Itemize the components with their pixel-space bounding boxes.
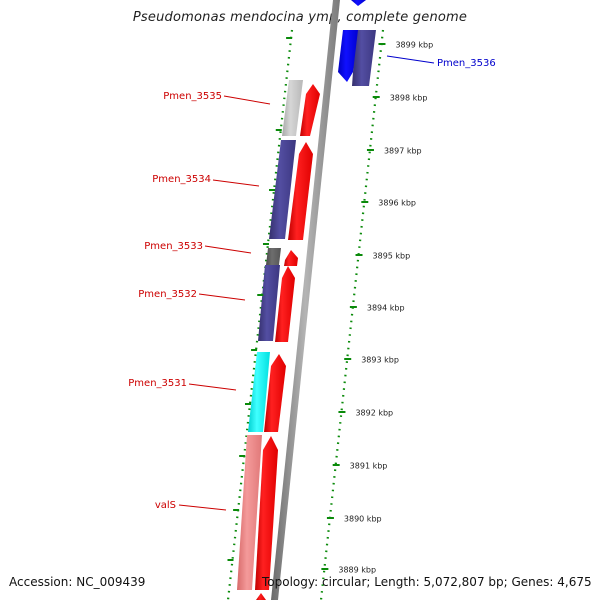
scale-label: 3889 kbp bbox=[338, 566, 376, 575]
gene-label-leader bbox=[223, 95, 271, 105]
gene-label-leader bbox=[178, 504, 227, 511]
gene-label[interactable]: Pmen_3536 bbox=[437, 58, 496, 69]
scale-label: 3898 kbp bbox=[390, 94, 428, 103]
scale-label: 3899 kbp bbox=[395, 41, 433, 50]
accession-text: Accession: NC_009439 bbox=[9, 575, 146, 589]
genome-backbone bbox=[271, 0, 340, 600]
map-title: Pseudomonas mendocina ymp, complete geno… bbox=[132, 10, 468, 25]
gene-block-pmen-3532-slate[interactable] bbox=[258, 265, 280, 341]
scale-label: 3890 kbp bbox=[344, 515, 382, 524]
cds-arrow-top-stub[interactable] bbox=[351, 0, 366, 6]
gene-label[interactable]: Pmen_3533 bbox=[144, 241, 203, 252]
scale-label: 3893 kbp bbox=[361, 356, 399, 365]
gene-labels: Pmen_3536 Pmen_3535 Pmen_3534 Pmen_3533 Pmen… bbox=[128, 55, 496, 511]
scale-label: 3895 kbp bbox=[373, 252, 411, 261]
gene-block-pmen-3535-gray[interactable] bbox=[282, 80, 303, 136]
gene-label[interactable]: Pmen_3532 bbox=[138, 289, 197, 300]
gene-label-leader bbox=[188, 383, 237, 391]
cds-arrow-vals[interactable] bbox=[255, 436, 278, 590]
gene-label[interactable]: valS bbox=[155, 500, 176, 511]
inner-dotted-guide bbox=[319, 29, 385, 600]
reverse-strand-track bbox=[237, 30, 376, 590]
gene-block-pmen-3534-slate[interactable] bbox=[269, 140, 296, 239]
kbp-scale: 3899 kbp 3898 kbp 3897 kbp 3896 kbp 3895 kbp… bbox=[321, 41, 433, 575]
cds-arrow-pmen-3535[interactable] bbox=[300, 84, 320, 136]
cds-arrow-pmen-3531[interactable] bbox=[264, 354, 286, 432]
gene-label[interactable]: Pmen_3535 bbox=[163, 91, 222, 102]
gene-block-pmen-3536-slate[interactable] bbox=[352, 30, 376, 86]
gene-label-leader bbox=[204, 245, 252, 254]
scale-label: 3891 kbp bbox=[350, 462, 388, 471]
gene-block-pmen-3533-gray[interactable] bbox=[266, 248, 281, 265]
forward-strand-track bbox=[255, 84, 320, 600]
topology-text: Topology: circular; Length: 5,072,807 bp… bbox=[262, 575, 592, 589]
gene-label[interactable]: Pmen_3531 bbox=[128, 378, 187, 389]
gene-label-leader bbox=[198, 293, 246, 301]
outer-dotted-guide bbox=[226, 29, 294, 600]
gene-label[interactable]: Pmen_3534 bbox=[152, 174, 211, 185]
scale-label: 3892 kbp bbox=[355, 409, 393, 418]
reverse-cds-blue-track bbox=[338, 0, 366, 82]
scale-label: 3896 kbp bbox=[378, 199, 416, 208]
cds-arrow-pmen-3534[interactable] bbox=[288, 142, 313, 240]
cds-arrow-pmen-3536-reverse[interactable] bbox=[338, 30, 358, 82]
gene-block-vals-pink[interactable] bbox=[237, 435, 262, 590]
scale-label: 3894 kbp bbox=[367, 304, 405, 313]
gene-block-pmen-3531-cyan[interactable] bbox=[248, 352, 270, 432]
scale-label: 3897 kbp bbox=[384, 147, 422, 156]
cds-arrow-bottom-stub[interactable] bbox=[256, 593, 266, 600]
cds-arrow-pmen-3533[interactable] bbox=[284, 250, 298, 266]
gene-label-leader bbox=[386, 55, 435, 64]
cds-arrow-pmen-3532[interactable] bbox=[275, 266, 295, 342]
gene-label-leader bbox=[212, 179, 260, 187]
outer-guide-ticks bbox=[227, 37, 293, 561]
